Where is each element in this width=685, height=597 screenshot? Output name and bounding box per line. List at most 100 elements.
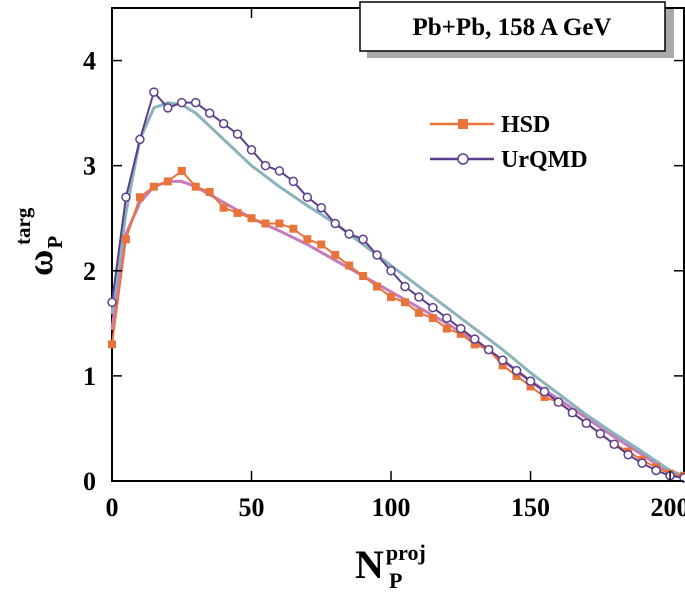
svg-text:ωP: ωP [20, 236, 67, 276]
data-point-hsd [428, 314, 437, 323]
data-point-hsd [540, 392, 549, 401]
data-point-hsd [219, 203, 228, 212]
plot-frame [111, 7, 685, 482]
legend-label-hsd: HSD [501, 112, 550, 138]
y-tick-label: 1 [83, 362, 96, 391]
title-box: Pb+Pb, 158 A GeV [359, 1, 674, 58]
x-axis-label-sub: P [389, 568, 402, 592]
data-point-urqmd [163, 103, 173, 113]
data-point-urqmd [302, 192, 313, 202]
fit-curve-urqmd [110, 101, 685, 478]
data-point-urqmd [497, 355, 508, 365]
legend-item-hsd: HSD [430, 112, 550, 138]
data-point-urqmd [204, 108, 215, 118]
data-point-urqmd [177, 97, 187, 108]
data-point-urqmd [274, 166, 285, 176]
x-tick-label: 100 [372, 493, 411, 522]
data-point-urqmd [121, 192, 131, 202]
data-point-hsd [261, 219, 270, 228]
data-point-urqmd [581, 418, 592, 428]
data-point-urqmd [288, 176, 299, 187]
data-point-hsd [442, 324, 451, 333]
data-point-urqmd [442, 313, 452, 323]
y-tick-label: 0 [83, 467, 96, 496]
data-point-hsd [526, 382, 535, 391]
data-point-urqmd [218, 118, 229, 129]
data-point-hsd [303, 235, 312, 244]
data-point-urqmd [344, 229, 354, 239]
chart-title: Pb+Pb, 158 A GeV [359, 1, 674, 58]
legend-label-urqmd: UrQMD [501, 147, 588, 173]
data-point-hsd [163, 177, 172, 186]
data-point-urqmd [316, 202, 327, 213]
data-point-urqmd [400, 281, 410, 292]
data-point-urqmd [372, 250, 382, 260]
data-point-urqmd [553, 397, 564, 407]
x-tick-label: 150 [511, 493, 550, 522]
data-point-hsd [373, 282, 382, 291]
data-point-urqmd [511, 365, 522, 376]
data-point-urqmd [623, 449, 633, 460]
y-tick-label: 3 [83, 152, 96, 181]
legend-item-urqmd: UrQMD [430, 147, 588, 173]
y-tick-label: 2 [83, 257, 96, 286]
data-point-urqmd [386, 266, 396, 276]
data-point-hsd [135, 193, 144, 202]
data-point-hsd [233, 208, 242, 217]
x-tick-label: 50 [239, 493, 265, 522]
x-axis-label: Nproj [355, 540, 426, 587]
data-point-hsd [456, 329, 465, 338]
data-point-urqmd [149, 87, 159, 97]
data-point-urqmd [609, 439, 619, 449]
data-point-urqmd [567, 407, 578, 418]
data-point-urqmd [469, 334, 480, 344]
data-point-urqmd [483, 344, 494, 355]
data-point-hsd [359, 272, 368, 281]
data-point-hsd [121, 235, 130, 244]
y-tick-label: 4 [83, 47, 96, 76]
data-point-hsd [512, 371, 521, 380]
legend-marker-hsd [458, 119, 468, 129]
data-point-urqmd [107, 297, 117, 308]
data-point-urqmd [330, 218, 340, 229]
data-point-hsd [205, 187, 214, 196]
data-point-urqmd [525, 376, 536, 386]
data-point-hsd [275, 219, 284, 228]
data-point-urqmd [539, 386, 550, 397]
data-point-hsd [177, 166, 186, 175]
data-point-hsd [498, 361, 507, 370]
legend-marker-urqmd [457, 153, 469, 165]
data-point-urqmd [246, 145, 257, 155]
data-point-hsd [289, 224, 298, 233]
data-point-hsd [317, 240, 326, 249]
x-tick-label: 0 [106, 493, 119, 522]
axes: 0 50 100 150 200 0 1 2 3 4 [83, 8, 685, 522]
data-point-urqmd [456, 323, 466, 334]
data-point-urqmd [651, 465, 661, 476]
data-point-hsd [247, 214, 256, 223]
legend: HSD UrQMD [430, 112, 588, 173]
data-point-urqmd [260, 160, 271, 171]
y-axis-label-sup: targ [11, 207, 35, 245]
series-layer [107, 87, 685, 483]
data-point-hsd [387, 293, 396, 302]
data-point-hsd [191, 182, 200, 191]
data-point-urqmd [428, 302, 438, 313]
data-point-hsd [470, 340, 479, 349]
data-point-hsd [400, 298, 409, 307]
data-point-urqmd [135, 134, 145, 145]
data-point-urqmd [637, 458, 647, 468]
data-point-hsd [331, 251, 340, 260]
data-point-hsd [108, 340, 116, 349]
data-point-urqmd [358, 234, 368, 244]
data-point-urqmd [679, 473, 685, 483]
data-point-urqmd [190, 97, 201, 108]
data-point-hsd [149, 182, 158, 191]
x-tick-label: 200 [651, 493, 685, 522]
data-point-urqmd [414, 292, 424, 302]
data-point-hsd [414, 308, 423, 317]
data-point-urqmd [232, 129, 243, 139]
data-point-hsd [345, 261, 354, 270]
